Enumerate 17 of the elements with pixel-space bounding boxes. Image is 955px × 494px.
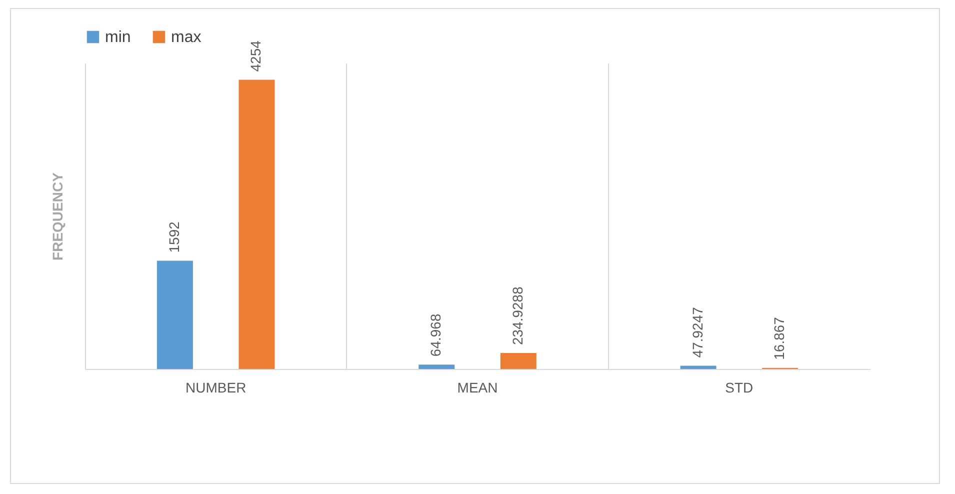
data-label: 64.968 bbox=[428, 314, 444, 357]
bar bbox=[680, 366, 716, 369]
legend-label: min bbox=[105, 29, 131, 46]
bar bbox=[418, 364, 455, 369]
bar bbox=[238, 80, 275, 369]
data-label: 47.9247 bbox=[689, 306, 706, 358]
data-label: 234.9288 bbox=[509, 286, 526, 346]
data-label: 4254 bbox=[248, 40, 264, 72]
bar bbox=[500, 353, 536, 369]
legend-label: max bbox=[171, 29, 202, 46]
data-label: 16.867 bbox=[771, 316, 788, 360]
x-tick-label: NUMBER bbox=[185, 380, 246, 396]
x-tick-label: MEAN bbox=[457, 380, 498, 396]
x-tick-label: STD bbox=[725, 380, 754, 396]
bar bbox=[156, 260, 193, 369]
data-label: 1592 bbox=[166, 221, 182, 253]
y-axis-title: FREQUENCY bbox=[50, 172, 66, 260]
